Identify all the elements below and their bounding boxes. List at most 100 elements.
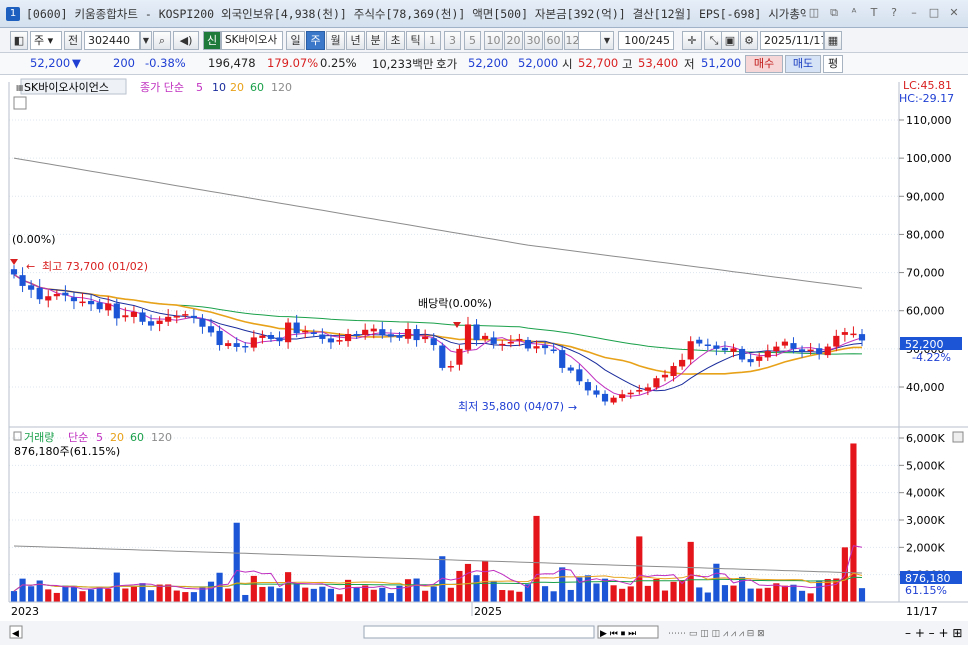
settings-gear-icon[interactable]: ⚙ [740, 31, 758, 50]
calendar-icon[interactable]: ▦ [824, 31, 842, 50]
candle-body [738, 348, 746, 360]
candle-body [816, 348, 823, 355]
volume-bar [567, 589, 574, 602]
sound-icon[interactable]: ◀) [173, 31, 199, 50]
volume-bar [687, 541, 694, 602]
minute-button-3[interactable]: 3 [444, 31, 461, 50]
playback-controls[interactable] [597, 625, 659, 639]
text-icon[interactable]: T [870, 6, 878, 19]
volume-bar [636, 536, 643, 602]
candle-body [387, 334, 394, 337]
period-button-0[interactable]: 일 [286, 31, 305, 50]
candle-body [687, 341, 694, 360]
volume-bar [422, 590, 429, 602]
volume-bar [285, 572, 292, 602]
price-change-pct: -0.38% [145, 56, 186, 70]
code-dropdown-icon[interactable]: ▼ [140, 31, 152, 50]
scroll-thumb[interactable] [363, 625, 595, 639]
turnover-rate: 0.25% [320, 56, 357, 70]
volume-bar [293, 583, 300, 602]
volume-bar [858, 588, 866, 602]
candle-body [353, 333, 360, 336]
chart-area[interactable]: ▦ SK바이오사이언스 종가 단순 5 10 20 60 120 LC:45.8… [0, 75, 968, 645]
date-input[interactable]: 2025/11/17 [760, 31, 824, 50]
candle-body [524, 339, 532, 349]
candle-body [293, 322, 300, 334]
period-button-2[interactable]: 월 [326, 31, 345, 50]
candle-body [147, 321, 155, 326]
low-label: 저 [684, 57, 695, 71]
volume-panel-toggle-icon[interactable] [952, 431, 964, 443]
chart-tools-icons[interactable]: ⋯⋯ ▭ ◫ ◫ ⩘ ⩘ ⩘ ⊟ ⊠ [668, 629, 765, 639]
candle-body [105, 303, 112, 311]
minute-button-5[interactable]: 5 [464, 31, 481, 50]
layout-icon[interactable]: ◫ [808, 6, 820, 19]
period-button-4[interactable]: 분 [366, 31, 385, 50]
period-button-3[interactable]: 년 [346, 31, 365, 50]
evaluate-button[interactable]: 평 [823, 55, 843, 73]
volume-bar [413, 578, 420, 602]
candle-body [482, 335, 489, 340]
period-button-6[interactable]: 틱 [406, 31, 425, 50]
zoom-controls[interactable]: – + – + ⊞ [905, 626, 962, 640]
maximize-icon[interactable]: □ [928, 6, 940, 19]
candle-body [45, 296, 52, 301]
help-icon[interactable]: ? [891, 6, 897, 19]
buy-button[interactable]: 매수 [745, 55, 783, 73]
minute-button-60[interactable]: 60 [544, 31, 563, 50]
stock-name-field[interactable]: SK바이오사 [221, 31, 283, 50]
candle-body [567, 367, 574, 371]
title-bar: 1 [0600] 키움종합차트 - KOSPI200 외국인보유[4,938(천… [0, 0, 968, 28]
price-tick-label: 100,000 [906, 152, 952, 165]
minute-button-20[interactable]: 20 [504, 31, 523, 50]
copy-window-icon[interactable]: ⧉ [830, 6, 838, 19]
volume-info: 876,180주(61.15%) [14, 445, 120, 458]
candle-body [156, 320, 163, 324]
minimize-icon[interactable]: – [911, 6, 917, 19]
crosshair-icon[interactable]: ✛ [682, 31, 702, 50]
candle-body [53, 293, 60, 297]
chart-menu-icon[interactable]: ◧ [10, 31, 28, 50]
volume-bar [824, 578, 831, 602]
candle-body [173, 316, 180, 318]
stock-chart-svg[interactable]: ▦ SK바이오사이언스 종가 단순 5 10 20 60 120 LC:45.8… [0, 75, 968, 645]
candle-body [344, 333, 352, 342]
volume-bar [644, 585, 651, 602]
volume-bar [713, 563, 720, 602]
volume-bar [130, 586, 138, 602]
scroll-left-icon[interactable] [9, 625, 23, 639]
sell-button[interactable]: 매도 [785, 55, 821, 73]
minute-button-10[interactable]: 10 [484, 31, 503, 50]
save-icon[interactable]: ▣ [721, 31, 739, 50]
font-size-icon[interactable]: ᴬ [851, 6, 857, 19]
volume-bar [559, 567, 566, 602]
volume-bar [447, 587, 454, 602]
volume-bar [353, 587, 360, 602]
market-select[interactable]: 주 ▾ [30, 31, 62, 50]
candle-body [28, 285, 35, 290]
candle-body [190, 315, 197, 318]
ma-period-60: 60 [250, 81, 264, 94]
scope-button[interactable]: 전 [64, 31, 82, 50]
volume-bar [807, 593, 814, 602]
candle-body [550, 349, 557, 352]
minute-button-1[interactable]: 1 [424, 31, 441, 50]
current-volume-pct: 61.15% [905, 584, 947, 597]
x-label-2023: 2023 [11, 605, 39, 618]
candle-body [473, 324, 480, 341]
close-icon[interactable]: ✕ [949, 6, 959, 19]
volume-bar [439, 556, 446, 602]
period-button-1[interactable]: 주 [306, 31, 325, 50]
candle-body [533, 346, 540, 349]
search-icon[interactable]: ⌕ [153, 31, 171, 50]
minute-button-30[interactable]: 30 [524, 31, 543, 50]
grid-toggle-icon[interactable] [13, 96, 27, 110]
period-button-5[interactable]: 초 [386, 31, 405, 50]
bar-count-field[interactable]: 100/245 [618, 31, 674, 50]
interval-dropdown-icon[interactable]: ▼ [600, 31, 614, 50]
bid-price: 52,000 [518, 56, 559, 70]
bar-count: 100 [624, 34, 646, 47]
stock-code-input[interactable]: 302440 [84, 31, 140, 50]
volume-bar [773, 583, 780, 602]
volume-bar [456, 570, 463, 602]
